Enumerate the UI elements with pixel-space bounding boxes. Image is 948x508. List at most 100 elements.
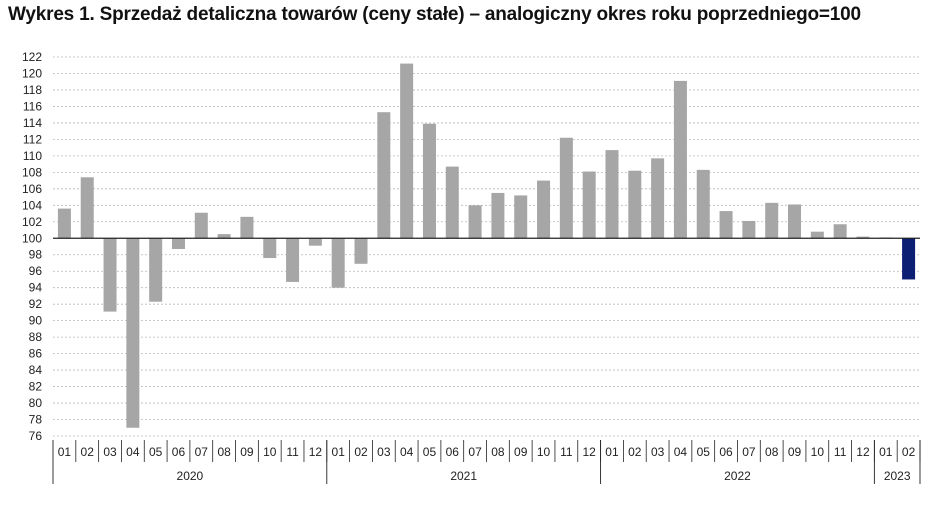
x-tick-label: 11 xyxy=(286,445,299,459)
x-tick-label: 02 xyxy=(902,445,916,459)
bar xyxy=(582,171,596,239)
bar xyxy=(559,137,573,239)
bar xyxy=(651,158,665,239)
bar xyxy=(445,166,459,239)
bar xyxy=(605,150,619,239)
bar xyxy=(286,238,300,282)
y-tick-label: 88 xyxy=(29,330,43,344)
x-tick-label: 03 xyxy=(103,445,117,459)
bar xyxy=(171,238,185,249)
x-tick-label: 09 xyxy=(788,445,802,459)
x-tick-label: 10 xyxy=(811,445,825,459)
x-tick-label: 02 xyxy=(628,445,642,459)
year-label: 2022 xyxy=(724,469,751,483)
x-tick-label: 07 xyxy=(195,445,209,459)
bar xyxy=(765,202,779,239)
bar xyxy=(126,238,140,428)
x-tick-label: 06 xyxy=(719,445,733,459)
chart-title: Wykres 1. Sprzedaż detaliczna towarów (c… xyxy=(8,4,861,25)
y-tick-label: 78 xyxy=(29,413,43,427)
y-tick-label: 98 xyxy=(29,248,43,262)
x-tick-label: 11 xyxy=(560,445,573,459)
bar xyxy=(308,238,322,246)
x-tick-label: 03 xyxy=(651,445,665,459)
y-tick-label: 104 xyxy=(22,198,42,212)
x-tick-label: 03 xyxy=(377,445,391,459)
bar xyxy=(149,238,163,302)
bar xyxy=(742,220,756,239)
bar xyxy=(240,216,254,239)
y-tick-label: 122 xyxy=(22,50,42,64)
x-tick-label: 06 xyxy=(446,445,460,459)
x-tick-label: 11 xyxy=(834,445,847,459)
bar xyxy=(537,180,551,239)
bar xyxy=(468,205,482,239)
x-tick-label: 09 xyxy=(514,445,528,459)
bar xyxy=(491,192,505,239)
bar xyxy=(856,236,870,239)
y-tick-label: 114 xyxy=(23,116,42,130)
bar xyxy=(57,208,71,239)
bar xyxy=(810,231,824,239)
y-tick-label: 108 xyxy=(22,165,42,179)
x-tick-label: 08 xyxy=(765,445,779,459)
x-tick-label: 08 xyxy=(491,445,505,459)
bar xyxy=(833,224,847,239)
x-tick-label: 02 xyxy=(81,445,95,459)
bar xyxy=(788,204,802,239)
x-tick-label: 04 xyxy=(400,445,414,459)
y-tick-label: 116 xyxy=(23,99,42,113)
bar xyxy=(263,238,277,259)
y-tick-label: 112 xyxy=(23,132,42,146)
x-tick-label: 04 xyxy=(126,445,140,459)
year-label: 2021 xyxy=(450,469,477,483)
bar xyxy=(673,80,687,239)
x-tick-label: 07 xyxy=(468,445,482,459)
x-tick-label: 01 xyxy=(58,445,72,459)
bar xyxy=(422,123,436,239)
y-tick-label: 86 xyxy=(29,347,43,361)
bar xyxy=(400,63,414,239)
y-tick-label: 118 xyxy=(23,83,42,97)
bar xyxy=(194,212,208,239)
year-label: 2020 xyxy=(177,469,204,483)
bar xyxy=(514,195,528,239)
y-tick-label: 100 xyxy=(22,231,42,245)
x-tick-label: 07 xyxy=(742,445,756,459)
x-tick-label: 06 xyxy=(172,445,186,459)
x-tick-label: 10 xyxy=(263,445,277,459)
y-tick-label: 120 xyxy=(22,66,42,80)
x-tick-label: 05 xyxy=(423,445,437,459)
x-tick-label: 01 xyxy=(605,445,619,459)
bar xyxy=(80,177,94,239)
x-tick-label: 01 xyxy=(332,445,346,459)
y-tick-label: 92 xyxy=(29,297,43,311)
y-tick-label: 84 xyxy=(29,363,43,377)
x-tick-label: 01 xyxy=(879,445,893,459)
x-tick-label: 12 xyxy=(309,445,323,459)
y-tick-label: 94 xyxy=(29,281,43,295)
y-tick-label: 82 xyxy=(29,380,43,394)
year-label: 2023 xyxy=(884,469,911,483)
y-tick-label: 96 xyxy=(29,264,43,278)
x-tick-label: 10 xyxy=(537,445,551,459)
y-tick-label: 110 xyxy=(23,149,42,163)
bar xyxy=(628,170,642,239)
x-tick-label: 09 xyxy=(240,445,254,459)
y-tick-label: 76 xyxy=(29,429,43,443)
bar xyxy=(696,169,710,239)
x-tick-label: 08 xyxy=(217,445,231,459)
x-tick-label: 04 xyxy=(674,445,688,459)
y-tick-label: 102 xyxy=(22,215,42,229)
bar xyxy=(377,112,391,239)
x-tick-label: 12 xyxy=(582,445,596,459)
y-tick-label: 80 xyxy=(29,396,43,410)
bar xyxy=(719,211,733,239)
x-tick-label: 05 xyxy=(149,445,163,459)
y-tick-label: 106 xyxy=(22,182,42,196)
x-tick-label: 02 xyxy=(354,445,368,459)
bar xyxy=(103,238,117,312)
y-tick-label: 90 xyxy=(29,314,43,328)
bar xyxy=(354,238,368,264)
